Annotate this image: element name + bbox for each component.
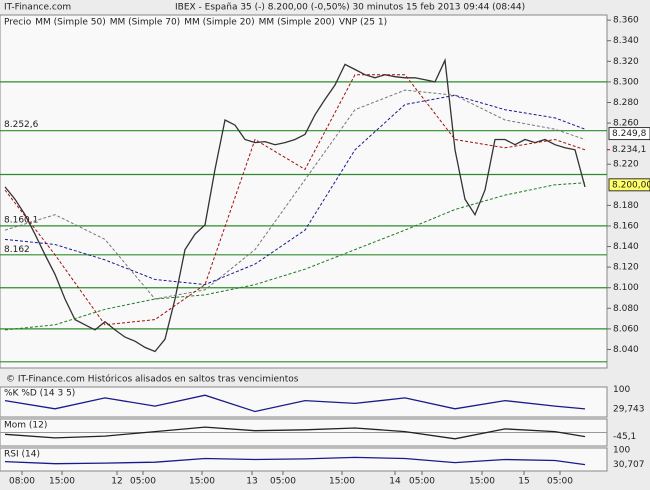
x-tick-label: 05:00 <box>130 477 156 487</box>
indicator-last: 30,707 <box>613 460 645 470</box>
y-tick-label: 8.260 <box>613 119 639 129</box>
price-marker-label: 8.249,8 <box>612 129 647 139</box>
indicator-title: Mom (12) <box>4 421 47 431</box>
y-tick-label: 8.280 <box>613 98 639 108</box>
x-tick-label: 15:00 <box>49 477 75 487</box>
x-tick-label: 05:00 <box>547 477 573 487</box>
y-tick-label: 8.320 <box>613 57 639 67</box>
brand: IT-Finance.com <box>4 3 71 13</box>
y-tick-label: 8.100 <box>613 283 639 293</box>
legend-entry: MM (Simple 20) <box>184 18 254 28</box>
y-tick-label: 8.360 <box>613 16 639 26</box>
chart-title: IBEX - España 35 (-) 8.200,00 (-0,50%) 3… <box>175 3 525 13</box>
y-tick-label: 8.080 <box>613 304 639 314</box>
series-line <box>4 426 586 440</box>
indicator-title: RSI (14) <box>4 450 40 460</box>
x-tick-label: 15 <box>518 477 529 487</box>
y-tick-label: 8.340 <box>613 36 639 46</box>
series-line <box>4 89 586 300</box>
x-tick-label: 15:00 <box>469 477 495 487</box>
y-tick-label: 8.300 <box>613 77 639 87</box>
x-tick-label: 15:00 <box>189 477 215 487</box>
y-tick-label: 8.040 <box>613 345 639 355</box>
x-tick-label: 05:00 <box>409 477 435 487</box>
indicator-tick: 100 <box>613 385 630 395</box>
indicator-tick: 100 <box>613 446 630 456</box>
y-tick-label: 8.120 <box>613 263 639 273</box>
annotation: 8.162 <box>4 245 30 255</box>
indicator-last: 29,743 <box>613 404 645 414</box>
stoch-panel <box>0 386 608 418</box>
legend-entry: Precio <box>4 18 32 28</box>
x-tick-label: 12 <box>111 477 122 487</box>
x-tick-label: 15:00 <box>329 477 355 487</box>
level-label: 8.160,1 <box>4 215 38 225</box>
x-tick-label: 08:00 <box>9 477 35 487</box>
y-tick-label: 8.160 <box>613 221 639 231</box>
x-tick-label: 14 <box>389 477 401 487</box>
series-line <box>4 394 586 413</box>
series-line <box>4 456 586 466</box>
price-marker-label: 8.234,1 <box>612 145 646 155</box>
indicator-title: %K %D (14 3 5) <box>4 389 75 399</box>
y-tick-label: 8.180 <box>613 201 639 211</box>
legend-entry: MM (Simple 70) <box>110 18 180 28</box>
series-line <box>4 74 586 326</box>
price-marker <box>608 127 650 141</box>
series-line <box>4 182 586 331</box>
price-marker-label: 8.200,00 <box>612 180 650 190</box>
y-tick-label: 8.220 <box>613 160 639 170</box>
footer-note: © IT-Finance.com Históricos alisados en … <box>6 374 299 385</box>
legend-entry: MM (Simple 200) <box>259 18 335 28</box>
x-tick-label: 13 <box>246 477 257 487</box>
y-tick-label: 8.140 <box>613 242 639 252</box>
price-marker <box>608 178 650 192</box>
x-tick-label: 05:00 <box>270 477 296 487</box>
series-line <box>4 94 586 286</box>
y-tick-label: 8.060 <box>613 324 639 334</box>
level-label: 8.252,6 <box>4 120 39 130</box>
legend-entry: MM (Simple 50) <box>35 18 105 28</box>
legend-entry: VNP (25 1) <box>339 18 387 28</box>
price-panel <box>0 14 608 369</box>
indicator-last: -45,1 <box>613 432 636 442</box>
series-line <box>4 57 586 353</box>
